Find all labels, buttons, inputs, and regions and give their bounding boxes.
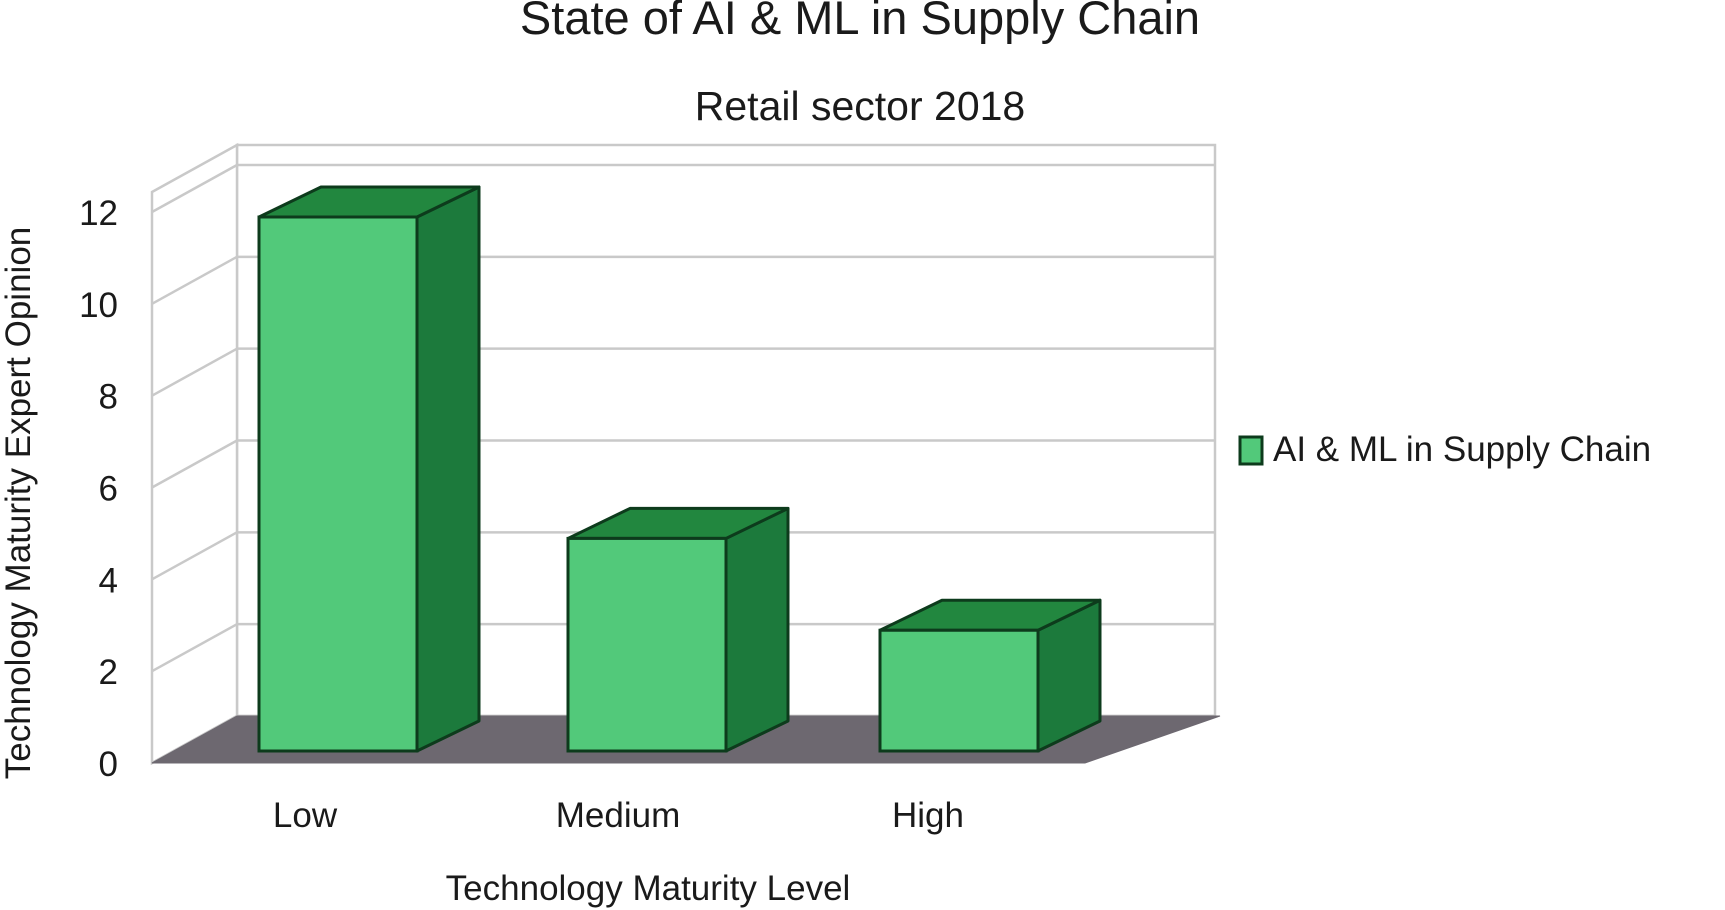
bar-front [257,215,419,753]
chart-subtitle: Retail sector 2018 [695,83,1025,129]
legend-label: AI & ML in Supply Chain [1273,430,1651,469]
x-tick-label: Medium [556,796,680,835]
chart-walls [150,142,1217,766]
bar-front [566,536,728,753]
bars [257,185,1102,753]
bar-side [724,506,790,753]
x-axis-label: Technology Maturity Level [446,869,851,908]
y-axis-label: Technology Maturity Expert Opinion [0,227,38,780]
y-tick-label: 2 [99,653,118,692]
y-tick-label: 10 [79,286,118,325]
gridline-side [151,347,238,397]
bar-side [415,185,481,753]
x-axis-ticks: Low Medium High [273,796,964,835]
gridline-side [151,439,238,489]
gridline-side [151,255,238,305]
y-tick-label: 6 [99,470,118,509]
side-wall [150,142,239,766]
y-tick-label: 8 [99,378,118,417]
legend: AI & ML in Supply Chain [1238,430,1651,469]
bar-medium [566,506,790,753]
gridline-side [151,623,238,673]
bar-high [878,598,1102,753]
y-axis-ticks: 0 2 4 6 8 10 12 [79,194,118,784]
y-tick-label: 12 [79,194,118,233]
legend-swatch [1238,435,1264,466]
bar-front [878,628,1040,753]
chart-title: State of AI & ML in Supply Chain [520,0,1200,44]
bar-low [257,185,481,753]
x-tick-label: High [892,796,964,835]
y-tick-label: 4 [99,561,118,600]
gridline-side [151,163,238,214]
gridline-side [151,531,238,581]
x-tick-label: Low [273,796,338,835]
y-tick-label: 0 [99,745,118,784]
